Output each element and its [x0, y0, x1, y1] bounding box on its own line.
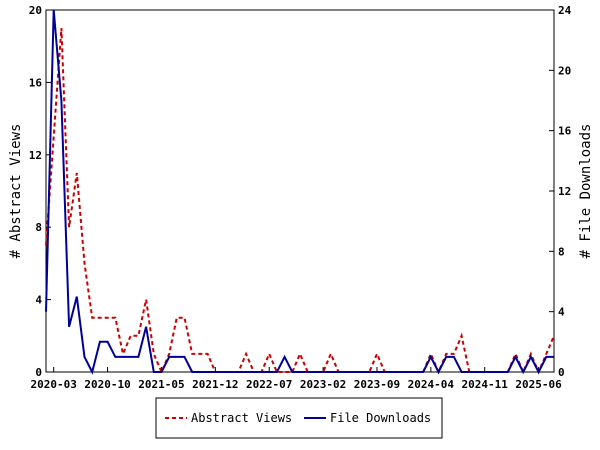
left-y-tick-label: 8 [35, 221, 42, 234]
x-tick-label: 2024-04 [408, 378, 455, 391]
right-y-tick-label: 16 [558, 125, 572, 138]
plot-area [45, 9, 555, 373]
right-y-tick-label: 20 [558, 64, 571, 77]
legend-label-abstract-views: Abstract Views [191, 411, 292, 425]
left-y-tick-label: 16 [29, 76, 43, 89]
x-tick-label: 2025-06 [515, 378, 562, 391]
right-y-tick-label: 0 [558, 366, 565, 379]
left-y-tick-label: 20 [29, 4, 42, 17]
right-axis-title: # File Downloads [578, 124, 594, 259]
right-y-tick-label: 24 [558, 4, 572, 17]
left-y-tick-label: 0 [35, 366, 42, 379]
right-y-tick-label: 4 [558, 306, 565, 319]
legend-label-file-downloads: File Downloads [330, 411, 431, 425]
x-tick-label: 2021-05 [138, 378, 184, 391]
x-tick-label: 2020-10 [84, 378, 130, 391]
legend-box [155, 397, 443, 439]
x-tick-label: 2024-11 [462, 378, 509, 391]
x-tick-label: 2021-12 [192, 378, 238, 391]
left-axis-title: # Abstract Views [8, 124, 24, 259]
tick-labels: 0 4 8 12 16 20 0 4 8 12 16 20 24 2020-03 2020-10 2021-0… [29, 4, 572, 391]
x-tick-label: 2023-09 [354, 378, 400, 391]
x-tick-label: 2020-03 [31, 378, 77, 391]
x-tick-label: 2022-07 [246, 378, 292, 391]
x-tick-label: 2023-02 [300, 378, 346, 391]
legend: Abstract Views File Downloads [155, 397, 443, 439]
axis-ticks [46, 9, 554, 373]
right-y-tick-label: 12 [558, 185, 571, 198]
series-line-file-downloads [45, 9, 554, 375]
left-y-tick-label: 4 [35, 294, 42, 307]
series-layer [45, 9, 555, 375]
left-y-tick-label: 12 [29, 149, 42, 162]
right-y-tick-label: 8 [558, 245, 565, 258]
